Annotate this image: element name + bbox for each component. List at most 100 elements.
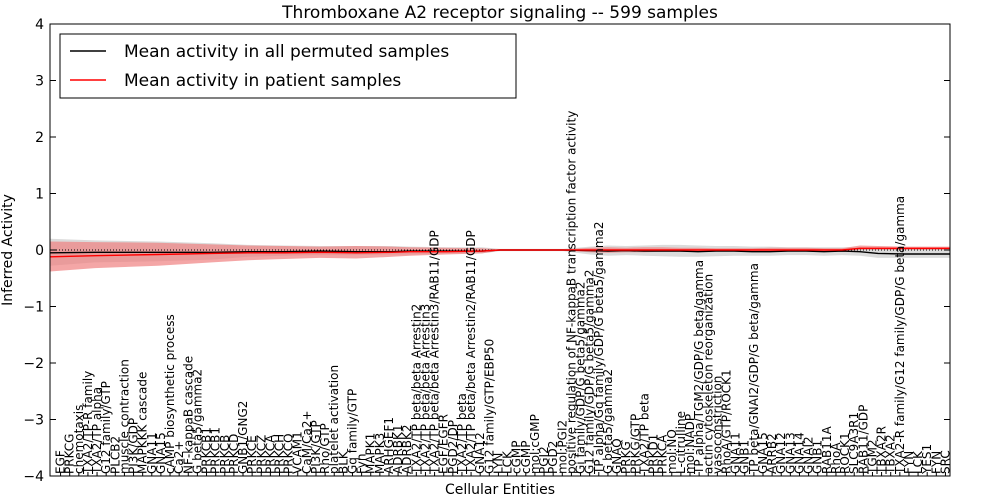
x-tick-label: SLC9A3R1	[847, 412, 861, 474]
x-tick-label: G beta5/gamma2	[601, 369, 615, 474]
x-tick-label: Rho/GTP	[318, 423, 332, 474]
x-tick-label: TXA2/TP beta	[455, 393, 469, 475]
x-tick-label: GNA12	[774, 432, 788, 474]
x-tick-label: mol:NO	[665, 429, 679, 474]
x-tick-label: G12 family/GTP	[99, 381, 113, 474]
y-tick-label: 1	[35, 187, 44, 203]
x-tick-label: PRKCQ	[282, 433, 296, 474]
x-tick-label: GNA13	[783, 432, 797, 474]
x-tick-label: RhoA/GTP/ROCK1	[720, 369, 734, 474]
x-tick-label: GNB1/GNG2	[236, 401, 250, 474]
x-tick-label: TP alpha/TGM2/GDP/G beta/gamma	[692, 260, 706, 475]
x-tick-label: Fyn	[355, 453, 369, 474]
x-tick-label: ADRBK1	[391, 424, 405, 474]
x-tick-label: Ca2+	[172, 441, 186, 474]
x-tick-label: GNAI2	[802, 436, 816, 474]
x-tick-label: RAB11/GDP	[856, 405, 870, 474]
series-line-permuted	[49, 249, 950, 255]
x-tick-label: actin cytoskeleton reorganization	[701, 274, 715, 474]
x-tick-label: TXA2-R family/G12 family/GDP/G beta/gamm…	[893, 196, 907, 475]
x-tick-label: mol:NADP	[683, 414, 697, 474]
x-tick-label: ADRBK2	[400, 424, 414, 474]
confidence-bands	[50, 238, 950, 272]
band-permuted	[50, 238, 950, 266]
x-tick-label: YES1	[920, 444, 934, 475]
x-tick-label: PLCB2	[108, 436, 122, 474]
x-tick-label: LYN	[491, 453, 505, 474]
x-tick-label: PI3K/GDP	[127, 418, 141, 474]
x-tick-label: mol:cGMP	[528, 414, 542, 474]
x-tick-label: cGMP	[519, 441, 533, 475]
x-tick-label: PRKCB	[218, 435, 232, 474]
band-patient	[50, 241, 950, 272]
series-line-patient	[49, 247, 950, 258]
x-tick-label: TXA2/TP beta/beta Arrestin3	[419, 304, 433, 475]
x-tick-label: ROCK1	[838, 432, 852, 474]
x-tick-label: PI3K/GTP	[309, 420, 323, 474]
y-tick-label: −2	[23, 356, 44, 372]
x-tick-label: G beta5/gamma2	[190, 369, 204, 474]
x-tick-label: vasoconstriction	[710, 376, 724, 474]
x-tick-label: GNA14	[793, 432, 807, 474]
x-tick-label: GNA11	[145, 432, 159, 474]
legend-label-permuted: Mean activity in all permuted samples	[124, 42, 449, 62]
y-tick-label: 0	[35, 243, 44, 259]
x-tick-label: PGD2/DP	[446, 420, 460, 474]
x-tick-label: PGD2	[546, 441, 560, 474]
x-tick-label: CaM/Ca2+	[300, 410, 314, 474]
legend: Mean activity in all permuted samples Mea…	[59, 33, 517, 99]
x-tick-label: chemotaxis	[72, 405, 86, 474]
x-tick-label: PRKCD	[227, 434, 241, 474]
x-tick-label: SRC	[938, 450, 952, 474]
x-tick-label: MAPK3	[373, 433, 387, 474]
x-tick-label: EGF/EGFR	[437, 414, 451, 474]
x-tick-label: TP beta/GNAI2/GDP/G beta/gamma	[747, 263, 761, 475]
x-tick-label: PRKCA	[263, 434, 277, 474]
x-tick-label: TXA2/TP beta/beta Arrestin3/RAB11/GDP	[428, 230, 442, 475]
x-tick-label: PRKD1	[647, 434, 661, 474]
x-tick-label: PRKCB1	[209, 427, 223, 474]
x-tick-label: G12 family/GDP/G beta5/gamma2	[583, 270, 597, 474]
x-tick-label: TXA2/TP beta	[637, 393, 651, 475]
x-tick-label: muscle contraction	[117, 359, 131, 474]
x-tick-label: cAMP biosynthetic process	[163, 314, 177, 474]
legend-box	[59, 33, 517, 99]
x-tick-label: LCK	[911, 450, 925, 474]
x-tick-label: GNB1	[738, 440, 752, 474]
x-tick-label: Gq family/GTP	[346, 389, 360, 474]
x-tick-label: RhoA	[829, 442, 843, 474]
y-tick-label: 4	[35, 17, 44, 33]
x-axis-label: Cellular Entities	[445, 482, 555, 498]
y-axis: −4 −3 −2 −1 0 1 2 3 4	[23, 17, 950, 485]
y-tick-label: −1	[23, 300, 44, 316]
x-tick-label: GNA12	[473, 432, 487, 474]
x-tick-label: TP alpha/Gq family/GDP/G beta5/gamma2	[592, 221, 606, 475]
x-tick-label: TBXA2	[884, 434, 898, 475]
x-tick-label: GNB1	[811, 440, 825, 474]
x-tick-label: mol:PGI2	[555, 420, 569, 474]
x-tick-label: EGF	[54, 450, 68, 474]
y-tick-label: 3	[35, 74, 44, 90]
x-tick-label: PRKG/GTP	[628, 414, 642, 474]
chart-title: Thromboxane A2 receptor signaling -- 599…	[281, 3, 718, 23]
x-tick-label: TGM2	[866, 439, 880, 475]
x-tick-label: ARHGEF1	[382, 417, 396, 474]
x-tick-label: positive regulation of NF-kappaB transcr…	[564, 111, 578, 474]
x-tick-label: VCAM1	[291, 431, 305, 474]
x-tick-label: MAPKKK cascade	[136, 372, 150, 474]
x-tick-label: PRKCE	[245, 435, 259, 474]
x-tick-label: TXA2/TP alpha	[90, 387, 104, 475]
x-tick-label: GNAQ	[610, 438, 624, 474]
x-tick-label: PGI2	[537, 446, 551, 474]
series-lines	[49, 247, 950, 258]
y-tick-label: −3	[23, 413, 44, 429]
x-tick-label: PRKCA	[656, 434, 670, 474]
x-tick-label: GNA11	[729, 432, 743, 474]
x-tick-label: FYN	[929, 451, 943, 474]
x-tick-label: G12 family/GTP/EBP50	[482, 339, 496, 474]
x-tick-label: PRKCZ	[254, 435, 268, 474]
y-tick-label: −4	[23, 469, 44, 485]
